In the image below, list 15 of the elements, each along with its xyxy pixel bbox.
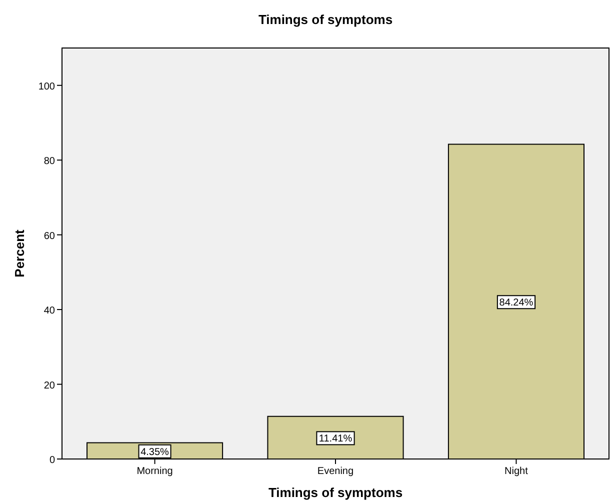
y-tick-label: 60 bbox=[44, 230, 56, 242]
y-tick-label: 80 bbox=[44, 156, 56, 168]
x-tick-label: Morning bbox=[136, 466, 173, 477]
y-axis-title: Percent bbox=[12, 228, 27, 278]
x-tick-label: Night bbox=[504, 466, 528, 477]
data-label: 4.35% bbox=[140, 446, 170, 458]
data-label: 11.41% bbox=[318, 434, 352, 445]
y-tick-label: 100 bbox=[38, 81, 56, 92]
x-tick-label: Evening bbox=[317, 466, 354, 477]
y-tick-label: 40 bbox=[44, 306, 56, 317]
y-tick-label: 0 bbox=[49, 455, 56, 466]
y-tick-label: 20 bbox=[44, 380, 56, 392]
x-axis-title: Timings of symptoms bbox=[268, 485, 403, 500]
chart-title: Timings of symptoms bbox=[258, 12, 393, 27]
data-label: 84.24% bbox=[499, 298, 534, 309]
